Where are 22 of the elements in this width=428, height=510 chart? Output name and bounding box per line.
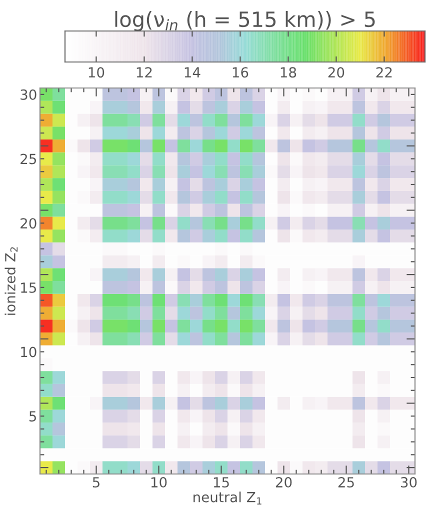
- y-tick-label: 15: [21, 282, 36, 293]
- x-tick-label: 25: [338, 477, 354, 488]
- x-tick-label: 20: [276, 477, 292, 488]
- color-bar-label: 18: [280, 67, 296, 78]
- color-bar-label: 20: [328, 67, 344, 78]
- x-axis-title: neutral Z$_{1}$: [194, 492, 262, 504]
- color-bar-title: log(ν$_{in}$ (h = 515 km)) > 5: [115, 11, 375, 32]
- x-tick-label: 5: [92, 477, 100, 488]
- x-tick-label: 10: [151, 477, 167, 488]
- color-bar-label: 22: [376, 67, 392, 78]
- y-tick-label: 10: [21, 346, 36, 358]
- color-bar-label: 10: [88, 67, 104, 78]
- y-tick-label: 30: [20, 89, 36, 100]
- y-tick-label: 5: [29, 411, 36, 422]
- x-tick-label: 15: [214, 477, 229, 488]
- y-tick-label: 25: [20, 154, 36, 164]
- y-tick-label: 20: [20, 218, 36, 229]
- color-bar-label: 14: [184, 67, 200, 78]
- color-bar-label: 12: [136, 67, 152, 78]
- color-bar-label: 16: [232, 67, 248, 78]
- x-tick-label: 30: [400, 477, 417, 488]
- y-axis-title: ionized Z$_{2}$: [4, 247, 18, 315]
